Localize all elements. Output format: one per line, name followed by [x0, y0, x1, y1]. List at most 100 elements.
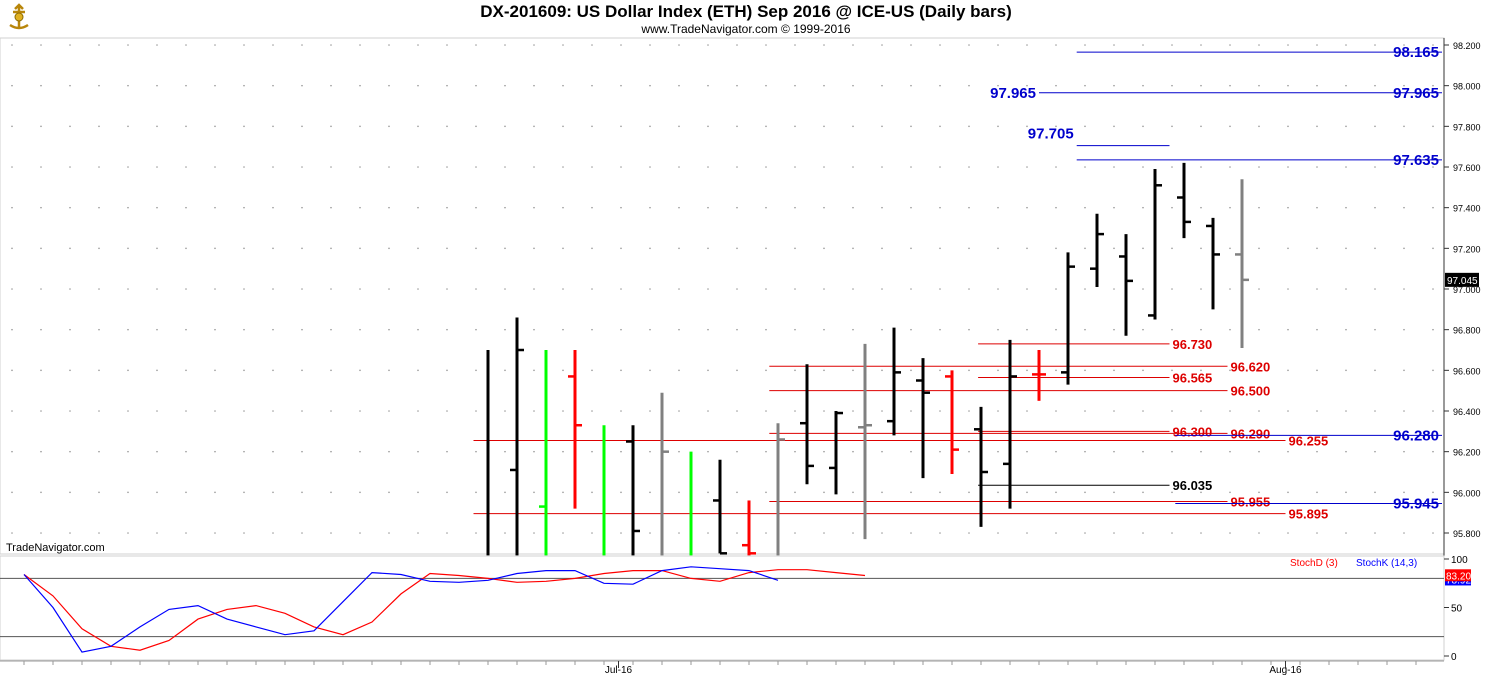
grid-dot: [910, 410, 912, 412]
grid-dot: [69, 491, 71, 494]
grid-dot: [1403, 450, 1405, 453]
price-axis-label: 97.800: [1453, 122, 1481, 132]
grid-dot: [1258, 532, 1260, 534]
grid-dot: [11, 166, 13, 168]
stoch-k-line: [23, 566, 779, 653]
grid-dot: [1142, 410, 1144, 412]
grid-dot: [765, 450, 767, 453]
grid-dot: [1287, 532, 1289, 534]
grid-dot: [504, 532, 506, 534]
grid-dot: [1113, 288, 1115, 290]
grid-dot: [69, 369, 71, 372]
grid-dot: [1316, 84, 1318, 87]
grid-dot: [1113, 44, 1115, 46]
grid-dot: [1200, 450, 1202, 453]
grid-dot: [968, 491, 970, 494]
grid-dot: [678, 450, 680, 453]
grid-dot: [562, 166, 564, 168]
grid-dot: [156, 44, 158, 46]
grid-dot: [1026, 328, 1028, 331]
grid-dot: [649, 532, 651, 534]
price-axis-label: 96.000: [1453, 488, 1481, 498]
grid-dot: [1345, 125, 1347, 128]
grid-dot: [185, 206, 187, 209]
grid-dot: [823, 84, 825, 87]
grid-dot: [707, 84, 709, 87]
grid-dot: [156, 125, 158, 128]
grid-dot: [1287, 206, 1289, 209]
grid-dot: [620, 491, 622, 494]
grid-dot: [591, 84, 593, 87]
grid-dot: [533, 450, 535, 453]
grid-dot: [301, 288, 303, 290]
grid-dot: [1084, 491, 1086, 494]
grid-dot: [1113, 369, 1115, 372]
grid-dot: [417, 328, 419, 331]
grid-dot: [910, 44, 912, 46]
grid-dot: [562, 410, 564, 412]
grid-dot: [678, 328, 680, 331]
grid-dot: [910, 369, 912, 372]
grid-dot: [69, 125, 71, 128]
grid-dot: [359, 328, 361, 331]
grid-dot: [852, 125, 854, 128]
grid-dot: [736, 247, 738, 250]
grid-dot: [1345, 166, 1347, 168]
level-label: 95.955: [1231, 494, 1271, 509]
grid-dot: [765, 369, 767, 372]
grid-dot: [1258, 450, 1260, 453]
grid-dot: [214, 288, 216, 290]
grid-dot: [968, 125, 970, 128]
last-price-box: [1445, 272, 1479, 287]
grid-dot: [794, 166, 796, 168]
grid-dot: [765, 410, 767, 412]
grid-dot: [881, 369, 883, 372]
grid-dot: [40, 84, 42, 87]
grid-dot: [330, 84, 332, 87]
grid-dot: [1084, 328, 1086, 331]
grid-dot: [504, 450, 506, 453]
grid-dot: [243, 532, 245, 534]
grid-dot: [156, 166, 158, 168]
grid-dot: [272, 84, 274, 87]
grid-dot: [533, 206, 535, 209]
grid-dot: [533, 125, 535, 128]
grid-dot: [475, 491, 477, 494]
grid-dot: [475, 288, 477, 290]
grid-dot: [707, 532, 709, 534]
grid-dot: [649, 450, 651, 453]
grid-dot: [1142, 206, 1144, 209]
grid-dot: [1142, 328, 1144, 331]
grid-dot: [417, 450, 419, 453]
grid-dot: [1142, 369, 1144, 372]
grid-dot: [475, 532, 477, 534]
grid-dot: [446, 532, 448, 534]
grid-dot: [388, 288, 390, 290]
grid-dot: [69, 44, 71, 46]
grid-dot: [562, 44, 564, 46]
grid-dot: [1200, 410, 1202, 412]
grid-dot: [1345, 44, 1347, 46]
grid-dot: [1432, 125, 1434, 128]
grid-dot: [1142, 450, 1144, 453]
grid-dot: [446, 44, 448, 46]
grid-dot: [620, 84, 622, 87]
grid-dot: [562, 125, 564, 128]
grid-dot: [678, 532, 680, 534]
grid-dot: [823, 44, 825, 46]
grid-dot: [794, 410, 796, 412]
grid-dot: [1055, 125, 1057, 128]
grid-dot: [997, 84, 999, 87]
grid-dot: [301, 44, 303, 46]
grid-dot: [185, 125, 187, 128]
grid-dot: [881, 491, 883, 494]
grid-dot: [359, 44, 361, 46]
grid-dot: [330, 328, 332, 331]
grid-dot: [736, 450, 738, 453]
grid-dot: [968, 206, 970, 209]
grid-dot: [1287, 125, 1289, 128]
grid-dot: [1200, 247, 1202, 250]
grid-dot: [475, 206, 477, 209]
grid-dot: [1374, 450, 1376, 453]
grid-dot: [910, 450, 912, 453]
